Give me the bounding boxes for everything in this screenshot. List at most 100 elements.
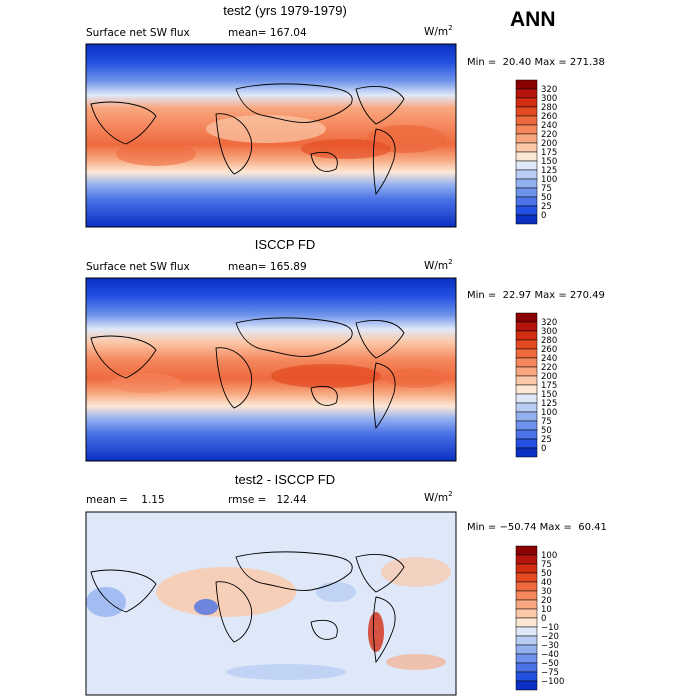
colorbar-swatch bbox=[515, 581, 538, 592]
colorbar-swatch bbox=[515, 339, 538, 350]
colorbar-tick-label: 50 bbox=[541, 193, 552, 203]
colorbar-swatch bbox=[515, 178, 538, 189]
colorbar-tick-label: 10 bbox=[541, 605, 552, 615]
colorbar-swatch bbox=[515, 608, 538, 619]
colorbar-tick-label: −20 bbox=[541, 632, 559, 642]
colorbar-swatch bbox=[515, 438, 538, 449]
colorbar-tick-label: 75 bbox=[541, 417, 552, 427]
colorbar-swatch bbox=[515, 375, 538, 386]
colorbar-swatch bbox=[515, 447, 538, 458]
colorbar-swatch bbox=[515, 402, 538, 413]
colorbar-swatch bbox=[515, 151, 538, 162]
colorbar-swatch bbox=[515, 88, 538, 99]
map-plot bbox=[85, 43, 457, 228]
rmse-label: rmse = 12.44 bbox=[228, 494, 307, 506]
minmax-label: Min = 22.97 Max = 270.49 bbox=[467, 290, 605, 301]
colorbar-tick-label: 100 bbox=[541, 551, 557, 561]
colorbar-swatch bbox=[515, 563, 538, 574]
colorbar-swatch bbox=[515, 366, 538, 377]
colorbar-tick-label: 175 bbox=[541, 381, 557, 391]
colorbar-swatch bbox=[515, 662, 538, 673]
colorbar-tick-label: 300 bbox=[541, 327, 557, 337]
colorbar-swatch bbox=[515, 133, 538, 144]
colorbar-tick-label: −100 bbox=[541, 677, 564, 687]
colorbar-tick-label: 320 bbox=[541, 318, 557, 328]
mean-label: mean = 1.15 bbox=[86, 494, 165, 506]
colorbar-swatch bbox=[515, 572, 538, 583]
colorbar-tick-label: −75 bbox=[541, 668, 559, 678]
colorbar-tick-label: 0 bbox=[541, 444, 546, 454]
colorbar-swatch bbox=[515, 411, 538, 422]
colorbar-tick-label: 220 bbox=[541, 130, 557, 140]
colorbar-tick-label: 0 bbox=[541, 614, 546, 624]
colorbar-swatch bbox=[515, 429, 538, 440]
colorbar-swatch bbox=[515, 196, 538, 207]
mean-label: mean= 165.89 bbox=[228, 261, 307, 273]
colorbar-tick-label: 75 bbox=[541, 560, 552, 570]
colorbar-tick-label: 150 bbox=[541, 390, 557, 400]
variable-label: Surface net SW flux bbox=[86, 261, 190, 273]
colorbar-tick-label: 260 bbox=[541, 112, 557, 122]
colorbar-tick-label: 280 bbox=[541, 336, 557, 346]
colorbar-swatch bbox=[515, 312, 538, 323]
colorbar-tick-label: 220 bbox=[541, 363, 557, 373]
colorbar-swatch bbox=[515, 357, 538, 368]
units-label: W/m2 bbox=[424, 490, 453, 504]
colorbar-tick-label: 200 bbox=[541, 372, 557, 382]
colorbar-tick-label: 175 bbox=[541, 148, 557, 158]
map-plot bbox=[85, 511, 457, 696]
colorbar-swatch bbox=[515, 106, 538, 117]
units-label: W/m2 bbox=[424, 24, 453, 38]
colorbar-swatch bbox=[515, 330, 538, 341]
colorbar-swatch bbox=[515, 169, 538, 180]
colorbar-tick-label: −40 bbox=[541, 650, 559, 660]
colorbar-swatch bbox=[515, 590, 538, 601]
map-plot bbox=[85, 277, 457, 462]
colorbar-tick-label: 240 bbox=[541, 354, 557, 364]
colorbar-tick-label: 0 bbox=[541, 211, 546, 221]
panel-title: ISCCP FD bbox=[254, 237, 316, 252]
minmax-label: Min = −50.74 Max = 60.41 bbox=[467, 522, 607, 533]
colorbar-tick-label: −10 bbox=[541, 623, 559, 633]
colorbar-swatch bbox=[515, 384, 538, 395]
colorbar-tick-label: 100 bbox=[541, 408, 557, 418]
colorbar-swatch bbox=[515, 653, 538, 664]
colorbar-tick-label: 25 bbox=[541, 202, 552, 212]
colorbar-swatch bbox=[515, 187, 538, 198]
colorbar-swatch bbox=[515, 124, 538, 135]
colorbar-swatch bbox=[515, 142, 538, 153]
colorbar-swatch bbox=[515, 617, 538, 628]
colorbar-tick-label: 125 bbox=[541, 166, 557, 176]
season-label: ANN bbox=[510, 8, 556, 31]
colorbar-swatch bbox=[515, 545, 538, 556]
variable-label: Surface net SW flux bbox=[86, 27, 190, 39]
colorbar-swatch bbox=[515, 97, 538, 108]
colorbar-swatch bbox=[515, 321, 538, 332]
units-label: W/m2 bbox=[424, 258, 453, 272]
colorbar-tick-label: 260 bbox=[541, 345, 557, 355]
colorbar-swatch bbox=[515, 680, 538, 691]
colorbar-tick-label: 300 bbox=[541, 94, 557, 104]
panel-title: test2 (yrs 1979-1979) bbox=[223, 3, 347, 18]
colorbar-tick-label: 125 bbox=[541, 399, 557, 409]
colorbar-swatch bbox=[515, 671, 538, 682]
colorbar-tick-label: 75 bbox=[541, 184, 552, 194]
colorbar-tick-label: 25 bbox=[541, 435, 552, 445]
colorbar-tick-label: 200 bbox=[541, 139, 557, 149]
colorbar-tick-label: 20 bbox=[541, 596, 552, 606]
colorbar-tick-label: 30 bbox=[541, 587, 552, 597]
colorbar-tick-label: 280 bbox=[541, 103, 557, 113]
colorbar-swatch bbox=[515, 205, 538, 216]
colorbar-swatch bbox=[515, 393, 538, 404]
panel-title: test2 - ISCCP FD bbox=[234, 472, 336, 487]
colorbar-swatch bbox=[515, 626, 538, 637]
colorbar-tick-label: 50 bbox=[541, 426, 552, 436]
colorbar-tick-label: −30 bbox=[541, 641, 559, 651]
mean-label: mean= 167.04 bbox=[228, 27, 307, 39]
colorbar-tick-label: −50 bbox=[541, 659, 559, 669]
colorbar-swatch bbox=[515, 644, 538, 655]
colorbar-swatch bbox=[515, 160, 538, 171]
